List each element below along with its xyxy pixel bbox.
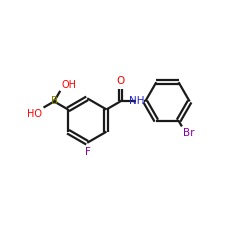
Text: B: B [50, 96, 58, 106]
Text: OH: OH [61, 80, 76, 90]
Text: NH: NH [128, 96, 144, 106]
Text: HO: HO [28, 109, 42, 119]
Text: O: O [116, 76, 124, 86]
Text: Br: Br [183, 128, 194, 138]
Text: F: F [86, 147, 91, 157]
